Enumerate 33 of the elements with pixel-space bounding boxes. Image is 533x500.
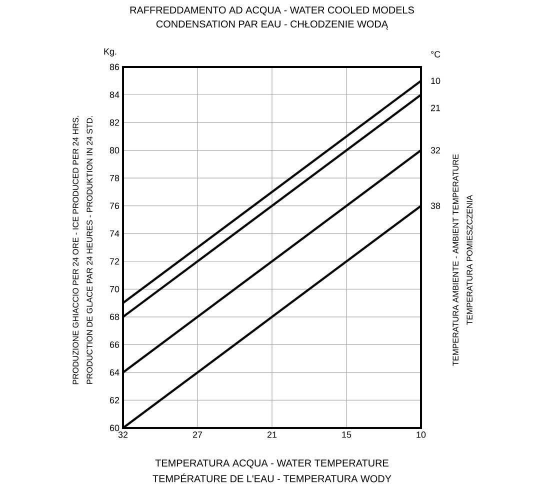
y-tick-label: 64 — [110, 369, 120, 376]
y-tick-label: 68 — [110, 314, 120, 320]
y-tick-label: 76 — [110, 202, 120, 210]
series-label: 38 — [430, 202, 440, 210]
series-label: 21 — [430, 104, 440, 112]
text: Kg. — [104, 48, 116, 56]
x-tick-label: 27 — [192, 432, 202, 438]
y-tick-label: 82 — [110, 119, 120, 126]
x-axis-title: TEMPERATURA ACQUA - WATER TEMPERATURE — [155, 460, 388, 468]
y-axis-title: PRODUZIONE GHIACCIO PER 24 ORE - ICE PRODUCED PER 24 HRS. — [72, 116, 78, 384]
chart-subtitle: CONDENSATION PAR EAU - CHŁODZENIE WODĄ — [156, 20, 388, 30]
legend-title: °C — [431, 51, 440, 58]
chart-title: RAFFREDDAMENTO AD ACQUA - WATER COOLED MODELS — [130, 6, 414, 16]
x-tick-label: 10 — [416, 432, 426, 438]
y-tick-label: 72 — [110, 258, 120, 264]
series-label: 10 — [431, 78, 440, 84]
x-tick-label: 15 — [342, 432, 352, 438]
y2-axis-title: TEMPERATURA AMBIENTE - AMBIENT TEMPERATURE — [452, 154, 458, 366]
y-tick-label: 66 — [110, 342, 120, 348]
y-tick-label: 78 — [110, 174, 120, 182]
y-tick-label: 86 — [110, 64, 120, 70]
text: TEMPÉRATURE DE L'EAU - TEMPERATURA WODY — [152, 474, 392, 482]
y-tick-label: 70 — [110, 286, 120, 292]
y-tick-label: 74 — [110, 230, 120, 237]
x-tick-label: 21 — [267, 432, 277, 438]
y-tick-label: 60 — [110, 424, 120, 432]
text: TEMPERATURA POMIESZCZENIA — [466, 194, 472, 325]
y-tick-label: 84 — [110, 92, 120, 98]
y-tick-label: 80 — [110, 147, 120, 154]
text: PRODUCTION DE GLACE PAR 24 HEURES - PRODUKTION IN 24 STD. — [86, 116, 92, 384]
series-label: 32 — [430, 147, 440, 154]
x-tick-label: 32 — [118, 432, 128, 438]
y-tick-label: 62 — [110, 397, 120, 404]
